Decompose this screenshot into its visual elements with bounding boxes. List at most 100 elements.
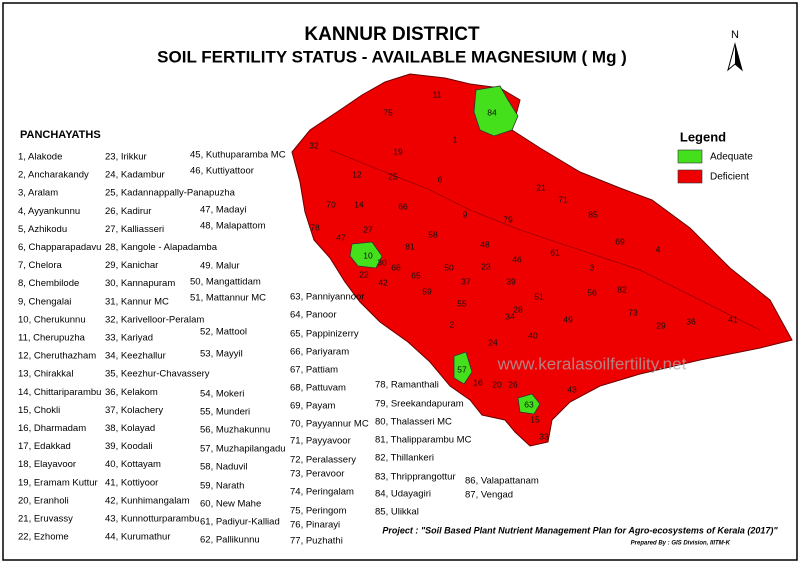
panchayath-entry: 39, Koodali	[105, 441, 153, 452]
panchayath-entry: 75, Peringom	[290, 506, 347, 517]
region-label: 28	[513, 304, 523, 314]
panchayath-entry: 42, Kunhimangalam	[105, 495, 190, 506]
panchayath-entry: 55, Munderi	[200, 407, 250, 418]
panchayath-entry: 80, Thalasseri MC	[375, 417, 452, 428]
panchayath-entry: 32, Karivelloor-Peralam	[105, 314, 204, 325]
north-label: N	[731, 29, 739, 41]
panchayath-entry: 47, Madayi	[200, 205, 246, 216]
adequate-region	[517, 393, 541, 415]
panchayath-entry: 50, Mangattidam	[190, 277, 261, 288]
region-label: 30	[377, 257, 387, 267]
region-label: 78	[310, 222, 320, 232]
panchayath-entry: 61, Padiyur-Kalliad	[200, 517, 280, 528]
region-label: 63	[524, 399, 534, 409]
panchayath-entry: 81, Thalipparambu MC	[375, 435, 472, 446]
region-label: 46	[512, 254, 522, 264]
region-label: 10	[363, 250, 373, 260]
region-label: 41	[728, 314, 738, 324]
region-label: 71	[558, 194, 568, 204]
panchayath-entry: 57, Muzhapilangadu	[200, 444, 286, 455]
panchayath-entry: 17, Edakkad	[18, 441, 71, 452]
panchayath-entry: 14, Chittariparambu	[18, 387, 101, 398]
region-label: 15	[530, 414, 540, 424]
region-label: 55	[457, 298, 467, 308]
region-label: 58	[428, 229, 438, 239]
panchayath-entry: 8, Chembilode	[18, 278, 79, 289]
panchayath-entry: 33, Kariyad	[105, 333, 153, 344]
region-label: 37	[461, 276, 471, 286]
panchayath-entry: 2, Ancharakandy	[18, 170, 89, 181]
panchayath-entry: 79, Sreekandapuram	[375, 399, 464, 410]
panchayath-entry: 74, Peringalam	[290, 487, 354, 498]
panchayath-entry: 10, Cherukunnu	[18, 314, 86, 325]
region-label: 84	[487, 107, 497, 117]
region-label: 29	[656, 320, 666, 330]
panchayath-entry: 85, Ulikkal	[375, 507, 419, 518]
district-deficient	[291, 73, 793, 447]
region-label: 22	[359, 269, 369, 279]
region-label: 68	[391, 262, 401, 272]
region-label: 70	[326, 199, 336, 209]
region-label: 75	[383, 107, 393, 117]
panchayath-entry: 60, New Mahe	[200, 499, 261, 510]
panchayath-entry: 30, Kannapuram	[105, 278, 175, 289]
panchayath-entry: 69, Payam	[290, 401, 335, 412]
legend-label: Adequate	[710, 152, 753, 163]
region-label: 82	[617, 284, 627, 294]
boundaries	[329, 149, 761, 331]
region-label: 3	[590, 262, 595, 272]
region-label: 14	[354, 199, 364, 209]
panchayath-entry: 28, Kangole - Alapadamba	[105, 242, 218, 253]
panchayath-entry: 52, Mattool	[200, 327, 247, 338]
panchayath-entry: 82, Thillankeri	[375, 453, 434, 464]
legend-label: Deficient	[710, 172, 749, 183]
panchayath-entry: 36, Kelakom	[105, 387, 158, 398]
region-label: 57	[457, 364, 467, 374]
region-label: 81	[405, 241, 415, 251]
region-label: 51	[534, 291, 544, 301]
panchayath-entry: 34, Keezhallur	[105, 351, 166, 362]
panchayath-entry: 9, Chengalai	[18, 296, 71, 307]
region-label: 20	[492, 379, 502, 389]
panchayath-entry: 86, Valapattanam	[465, 476, 539, 487]
panchayath-entry: 54, Mokeri	[200, 389, 244, 400]
region-label: 59	[422, 286, 432, 296]
region-label: 36	[686, 316, 696, 326]
legend-swatch	[677, 169, 703, 184]
north-arrow: N	[727, 29, 743, 72]
region-label: 4	[656, 244, 661, 254]
region-label: 66	[398, 201, 408, 211]
region-label: 2	[450, 319, 455, 329]
subtitle: SOIL FERTILITY STATUS - AVAILABLE MAGNES…	[157, 47, 627, 66]
panchayath-entry: 77, Puzhathi	[290, 536, 343, 547]
region-label: 40	[528, 330, 538, 340]
panchayath-entry: 41, Kottiyoor	[105, 477, 158, 488]
panchayath-entry: 63, Panniyannoor	[290, 292, 364, 303]
region-label: 16	[473, 377, 483, 387]
panchayath-entry: 1, Alakode	[18, 152, 62, 163]
title: KANNUR DISTRICT	[304, 24, 480, 45]
panchayath-entry: 49. Malur	[200, 261, 240, 272]
panchayath-entry: 4, Ayyankunnu	[18, 206, 80, 217]
panchayath-entry: 58, Naduvil	[200, 462, 248, 473]
prepared-by: Prepared By : GIS Division, IIITM-K	[631, 541, 731, 547]
region-label: 33	[539, 431, 549, 441]
panchayath-entry: 46, Kuttiyattoor	[190, 166, 254, 177]
panchayath-entry: 3, Aralam	[18, 188, 58, 199]
panchayath-entry: 12, Cheruthazham	[18, 351, 96, 362]
panchayath-entry: 13, Chirakkal	[18, 369, 73, 380]
watermark: www.keralasoilfertility.net	[497, 354, 687, 373]
region-label: 1	[453, 134, 458, 144]
region-label: 79	[503, 214, 513, 224]
region-label: 47	[336, 232, 346, 242]
panchayath-entry: 40, Kottayam	[105, 459, 161, 470]
panchayath-entry: 71, Payyavoor	[290, 436, 351, 447]
region-label: 73	[628, 307, 638, 317]
panchayath-entry: 70, Payyannur MC	[290, 419, 369, 430]
panchayath-entry: 45, Kuthuparamba MC	[190, 150, 286, 161]
panchayath-entry: 24, Kadambur	[105, 170, 165, 181]
panchayath-entry: 48, Malapattom	[200, 221, 266, 232]
region-label: 42	[378, 277, 388, 287]
panchayath-entry: 37, Kolachery	[105, 405, 163, 416]
